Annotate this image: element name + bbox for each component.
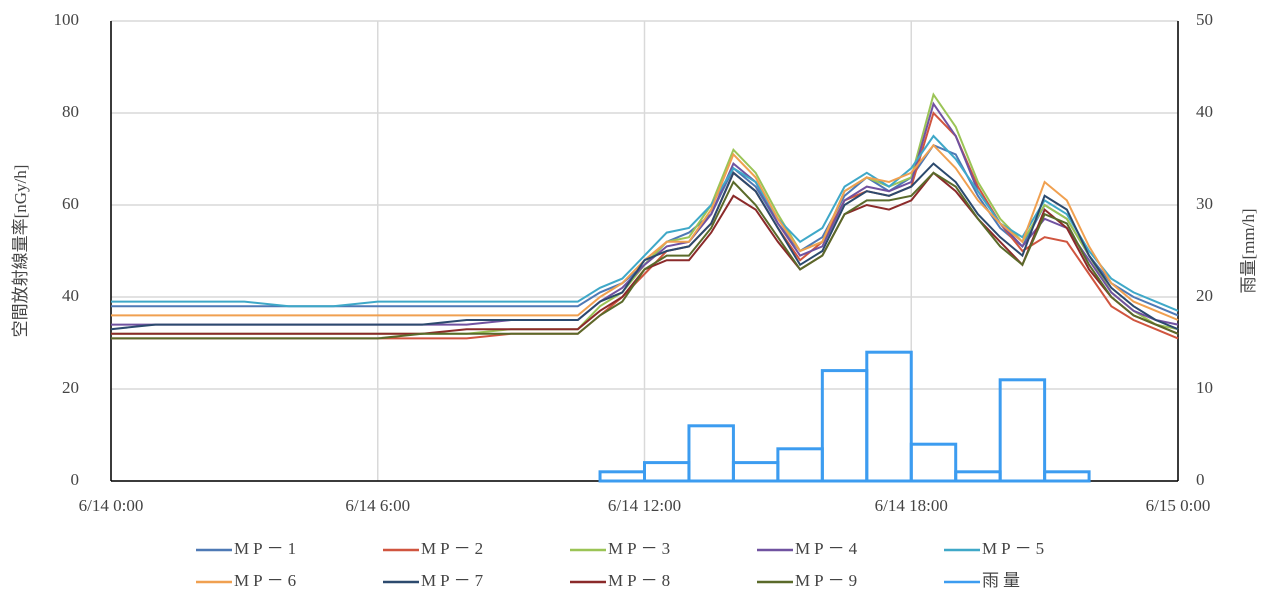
series-line: [111, 171, 1179, 340]
rain-bar: [1043, 470, 1091, 483]
y2-tick-label: 30: [1196, 194, 1213, 213]
legend-label: MP－6: [234, 571, 300, 590]
y2-tick-label: 40: [1196, 102, 1213, 121]
y2-tick-label: 50: [1196, 10, 1213, 29]
y2-tick-label: 0: [1196, 470, 1205, 489]
legend-label: MP－2: [421, 539, 487, 558]
series-line: [111, 171, 1179, 335]
y-tick-label: 20: [62, 378, 79, 397]
y-tick-label: 80: [62, 102, 79, 121]
rain-bar: [687, 424, 735, 483]
legend-label: MP－7: [421, 571, 487, 590]
y-tick-label: 60: [62, 194, 79, 213]
series-line: [110, 162, 1179, 331]
x-tick-label: 6/14 6:00: [345, 496, 410, 515]
x-tick-label: 6/14 18:00: [875, 496, 948, 515]
y-tick-label: 0: [71, 470, 80, 489]
y-tick-label: 100: [54, 10, 80, 29]
rain-bar: [865, 350, 913, 483]
legend-label: MP－9: [795, 571, 861, 590]
x-tick-label: 6/14 12:00: [608, 496, 681, 515]
rain-bar: [909, 442, 958, 483]
series-line: [111, 143, 1179, 321]
legend-label: MP－4: [795, 539, 861, 558]
y2-tick-label: 10: [1196, 378, 1213, 397]
x-tick-label: 6/15 0:00: [1146, 496, 1211, 515]
rain-bar: [643, 461, 691, 483]
rain-bar: [598, 470, 647, 483]
rain-bar: [998, 378, 1047, 483]
legend-label: MP－8: [608, 571, 674, 590]
legend-label: MP－1: [234, 539, 300, 558]
x-tick-label: 6/14 0:00: [79, 496, 144, 515]
legend-label: MP－5: [982, 539, 1048, 558]
rain-bar: [820, 369, 869, 483]
rain-bar: [776, 447, 824, 483]
y-tick-label: 40: [62, 286, 79, 305]
rain-bar: [954, 470, 1002, 483]
legend-label: 雨量: [982, 571, 1024, 590]
rain-bar: [731, 461, 780, 483]
y2-axis-label: 雨量[mm/h]: [1239, 209, 1258, 294]
y-axis-label: 空間放射線量率[nGy/h]: [11, 165, 30, 338]
series-line: [111, 134, 1179, 312]
y2-tick-label: 20: [1196, 286, 1213, 305]
legend-label: MP－3: [608, 539, 674, 558]
